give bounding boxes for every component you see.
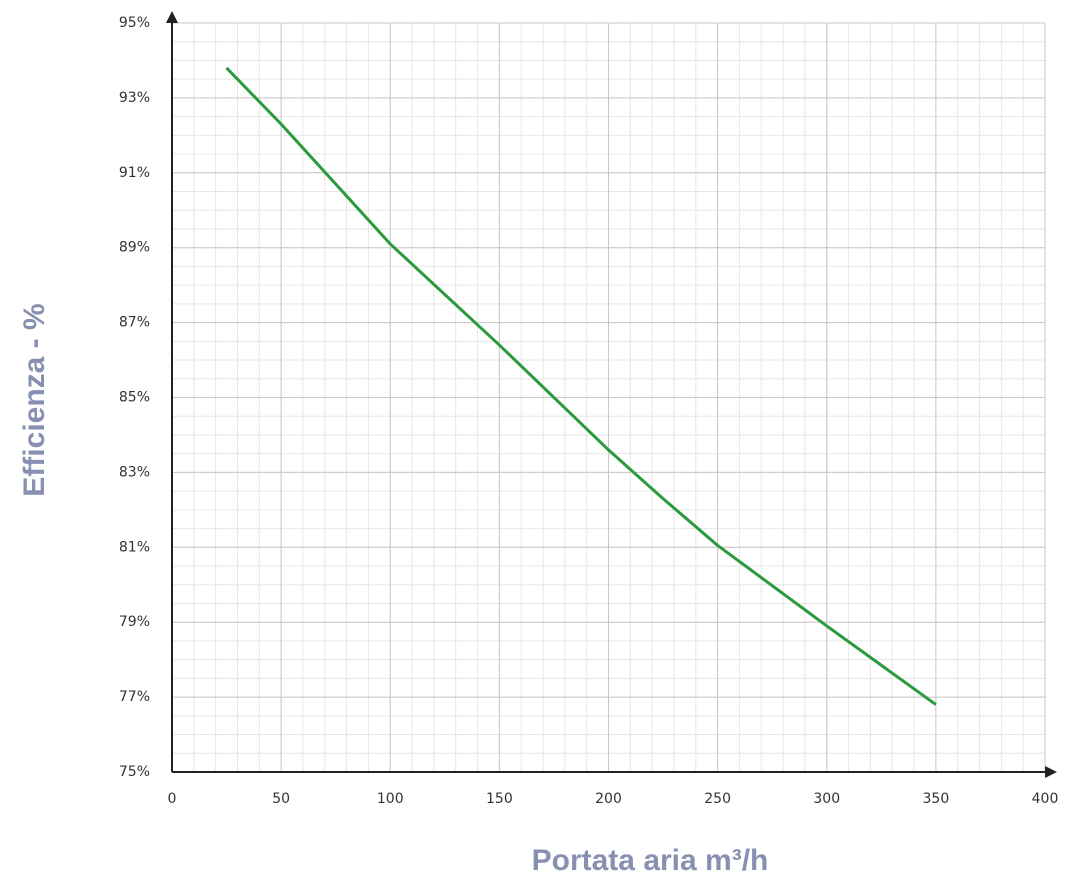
y-tick-label: 93% — [119, 90, 150, 106]
y-tick-label: 91% — [119, 165, 150, 181]
y-tick-label: 81% — [119, 539, 150, 555]
line — [225, 66, 937, 706]
y-tick-label: 89% — [119, 240, 150, 256]
y-tick-label: 85% — [119, 390, 150, 406]
x-tick-label: 400 — [1032, 791, 1059, 807]
y-tick-label: 83% — [119, 464, 150, 480]
y-tick-label: 75% — [119, 764, 150, 780]
y-tick-label: 87% — [119, 315, 150, 331]
y-axis-arrow — [166, 11, 178, 23]
x-tick-label: 200 — [595, 791, 622, 807]
grid — [171, 22, 1046, 773]
x-tick-label: 100 — [377, 791, 404, 807]
x-tick-label: 150 — [486, 791, 513, 807]
x-tick-label: 50 — [272, 791, 290, 807]
y-tick-label: 77% — [119, 689, 150, 705]
x-tick-label: 250 — [704, 791, 731, 807]
y-tick-label: 95% — [119, 15, 150, 31]
x-axis-title: Portata aria m³/h — [532, 844, 769, 877]
x-tick-label: 300 — [813, 791, 840, 807]
y-axis-title: Efficienza - % — [18, 303, 51, 496]
plot — [225, 66, 937, 706]
x-tick-label: 0 — [168, 791, 177, 807]
x-tick-label: 350 — [923, 791, 950, 807]
x-axis-arrow — [1045, 766, 1057, 778]
y-tick-label: 79% — [119, 614, 150, 630]
